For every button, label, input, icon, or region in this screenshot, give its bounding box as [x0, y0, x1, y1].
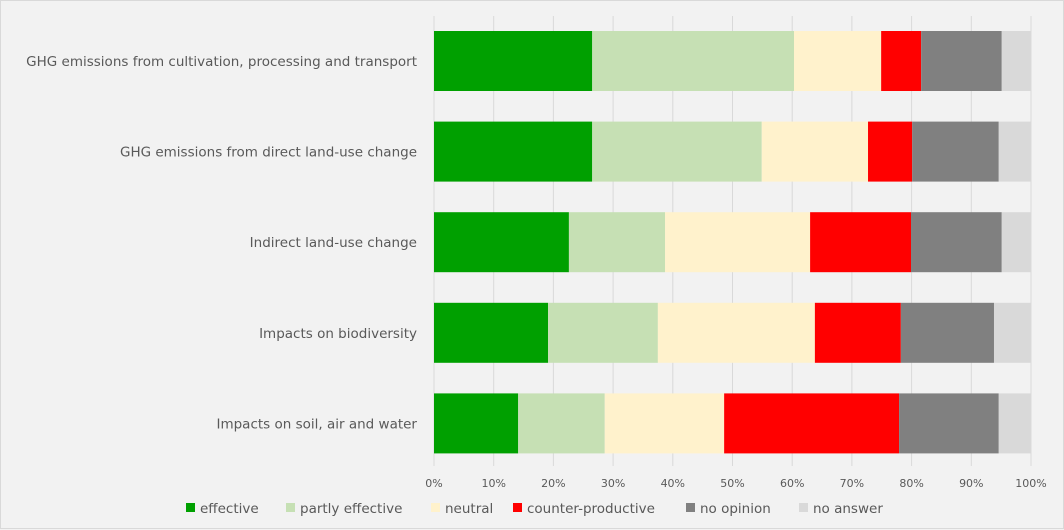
legend-label: no answer	[813, 501, 883, 517]
bar-segment-effective	[434, 212, 569, 273]
bar-segment-no-answer	[1001, 31, 1031, 91]
bar-segment-no-answer	[1001, 212, 1031, 273]
bar-segment-partly-effective	[548, 302, 658, 363]
bar-segment-effective	[434, 31, 593, 91]
legend-swatch	[686, 503, 695, 512]
legend-swatch	[186, 503, 195, 512]
legend-label: effective	[200, 501, 259, 517]
x-tick-label: 10%	[481, 477, 505, 490]
bar-segment-no-answer	[993, 302, 1031, 363]
bar-segment-effective	[434, 302, 549, 363]
bars	[434, 31, 1031, 454]
x-tick-label: 20%	[541, 477, 565, 490]
bar-segment-counter-productive	[810, 212, 912, 273]
legend-label: no opinion	[700, 501, 771, 517]
x-tick-labels: 0% 10% 20% 30% 40% 50% 60% 70% 80% 90% 100%	[425, 477, 1046, 490]
bar-segment-counter-productive	[881, 31, 922, 91]
legend-item: no answer	[799, 501, 883, 517]
bar-segment-no-opinion	[921, 31, 1002, 91]
bar-segment-no-opinion	[912, 121, 999, 182]
x-tick-label: 40%	[661, 477, 685, 490]
legend-item: neutral	[431, 501, 493, 517]
bar-segment-no-opinion	[911, 212, 1002, 273]
legend-swatch	[431, 503, 440, 512]
legend-label: neutral	[445, 501, 493, 517]
legend: effective partly effective neutral counter-…	[186, 501, 883, 517]
x-tick-label: 0%	[425, 477, 442, 490]
legend-label: partly effective	[300, 501, 402, 517]
x-tick-label: 100%	[1015, 477, 1046, 490]
bar-segment-counter-productive	[868, 121, 913, 182]
bar-segment-neutral	[657, 302, 815, 363]
legend-swatch	[799, 503, 808, 512]
bar-segment-counter-productive	[724, 393, 900, 454]
x-tick-label: 90%	[959, 477, 983, 490]
bar-segment-partly-effective	[592, 31, 794, 91]
legend-swatch	[513, 503, 522, 512]
bar-segment-neutral	[604, 393, 725, 454]
category-label: GHG emissions from cultivation, processi…	[26, 54, 417, 70]
x-tick-label: 50%	[720, 477, 744, 490]
x-tick-label: 70%	[840, 477, 864, 490]
legend-item: counter-productive	[513, 501, 655, 517]
bar-segment-no-answer	[998, 393, 1031, 454]
bar-segment-effective	[434, 121, 593, 182]
x-tick-label: 30%	[601, 477, 625, 490]
bar-segment-partly-effective	[568, 212, 666, 273]
legend-label: counter-productive	[527, 501, 655, 517]
legend-item: partly effective	[286, 501, 402, 517]
category-label: Indirect land-use change	[250, 235, 417, 251]
x-tick-label: 60%	[780, 477, 804, 490]
bar-segment-effective	[434, 393, 519, 454]
bar-segment-no-answer	[998, 121, 1031, 182]
category-labels: GHG emissions from cultivation, processi…	[26, 54, 417, 432]
category-label: Impacts on soil, air and water	[216, 416, 417, 432]
bar-segment-neutral	[665, 212, 811, 273]
x-tick-label: 80%	[899, 477, 923, 490]
category-label: Impacts on biodiversity	[259, 326, 417, 342]
legend-item: effective	[186, 501, 259, 517]
legend-item: no opinion	[686, 501, 771, 517]
bar-segment-counter-productive	[814, 302, 901, 363]
bar-segment-partly-effective	[592, 121, 762, 182]
legend-swatch	[286, 503, 295, 512]
bar-segment-neutral	[793, 31, 882, 91]
bar-segment-neutral	[761, 121, 869, 182]
bar-segment-partly-effective	[518, 393, 605, 454]
bar-segment-no-opinion	[900, 302, 994, 363]
bar-segment-no-opinion	[899, 393, 999, 454]
category-label: GHG emissions from direct land-use chang…	[120, 145, 417, 161]
